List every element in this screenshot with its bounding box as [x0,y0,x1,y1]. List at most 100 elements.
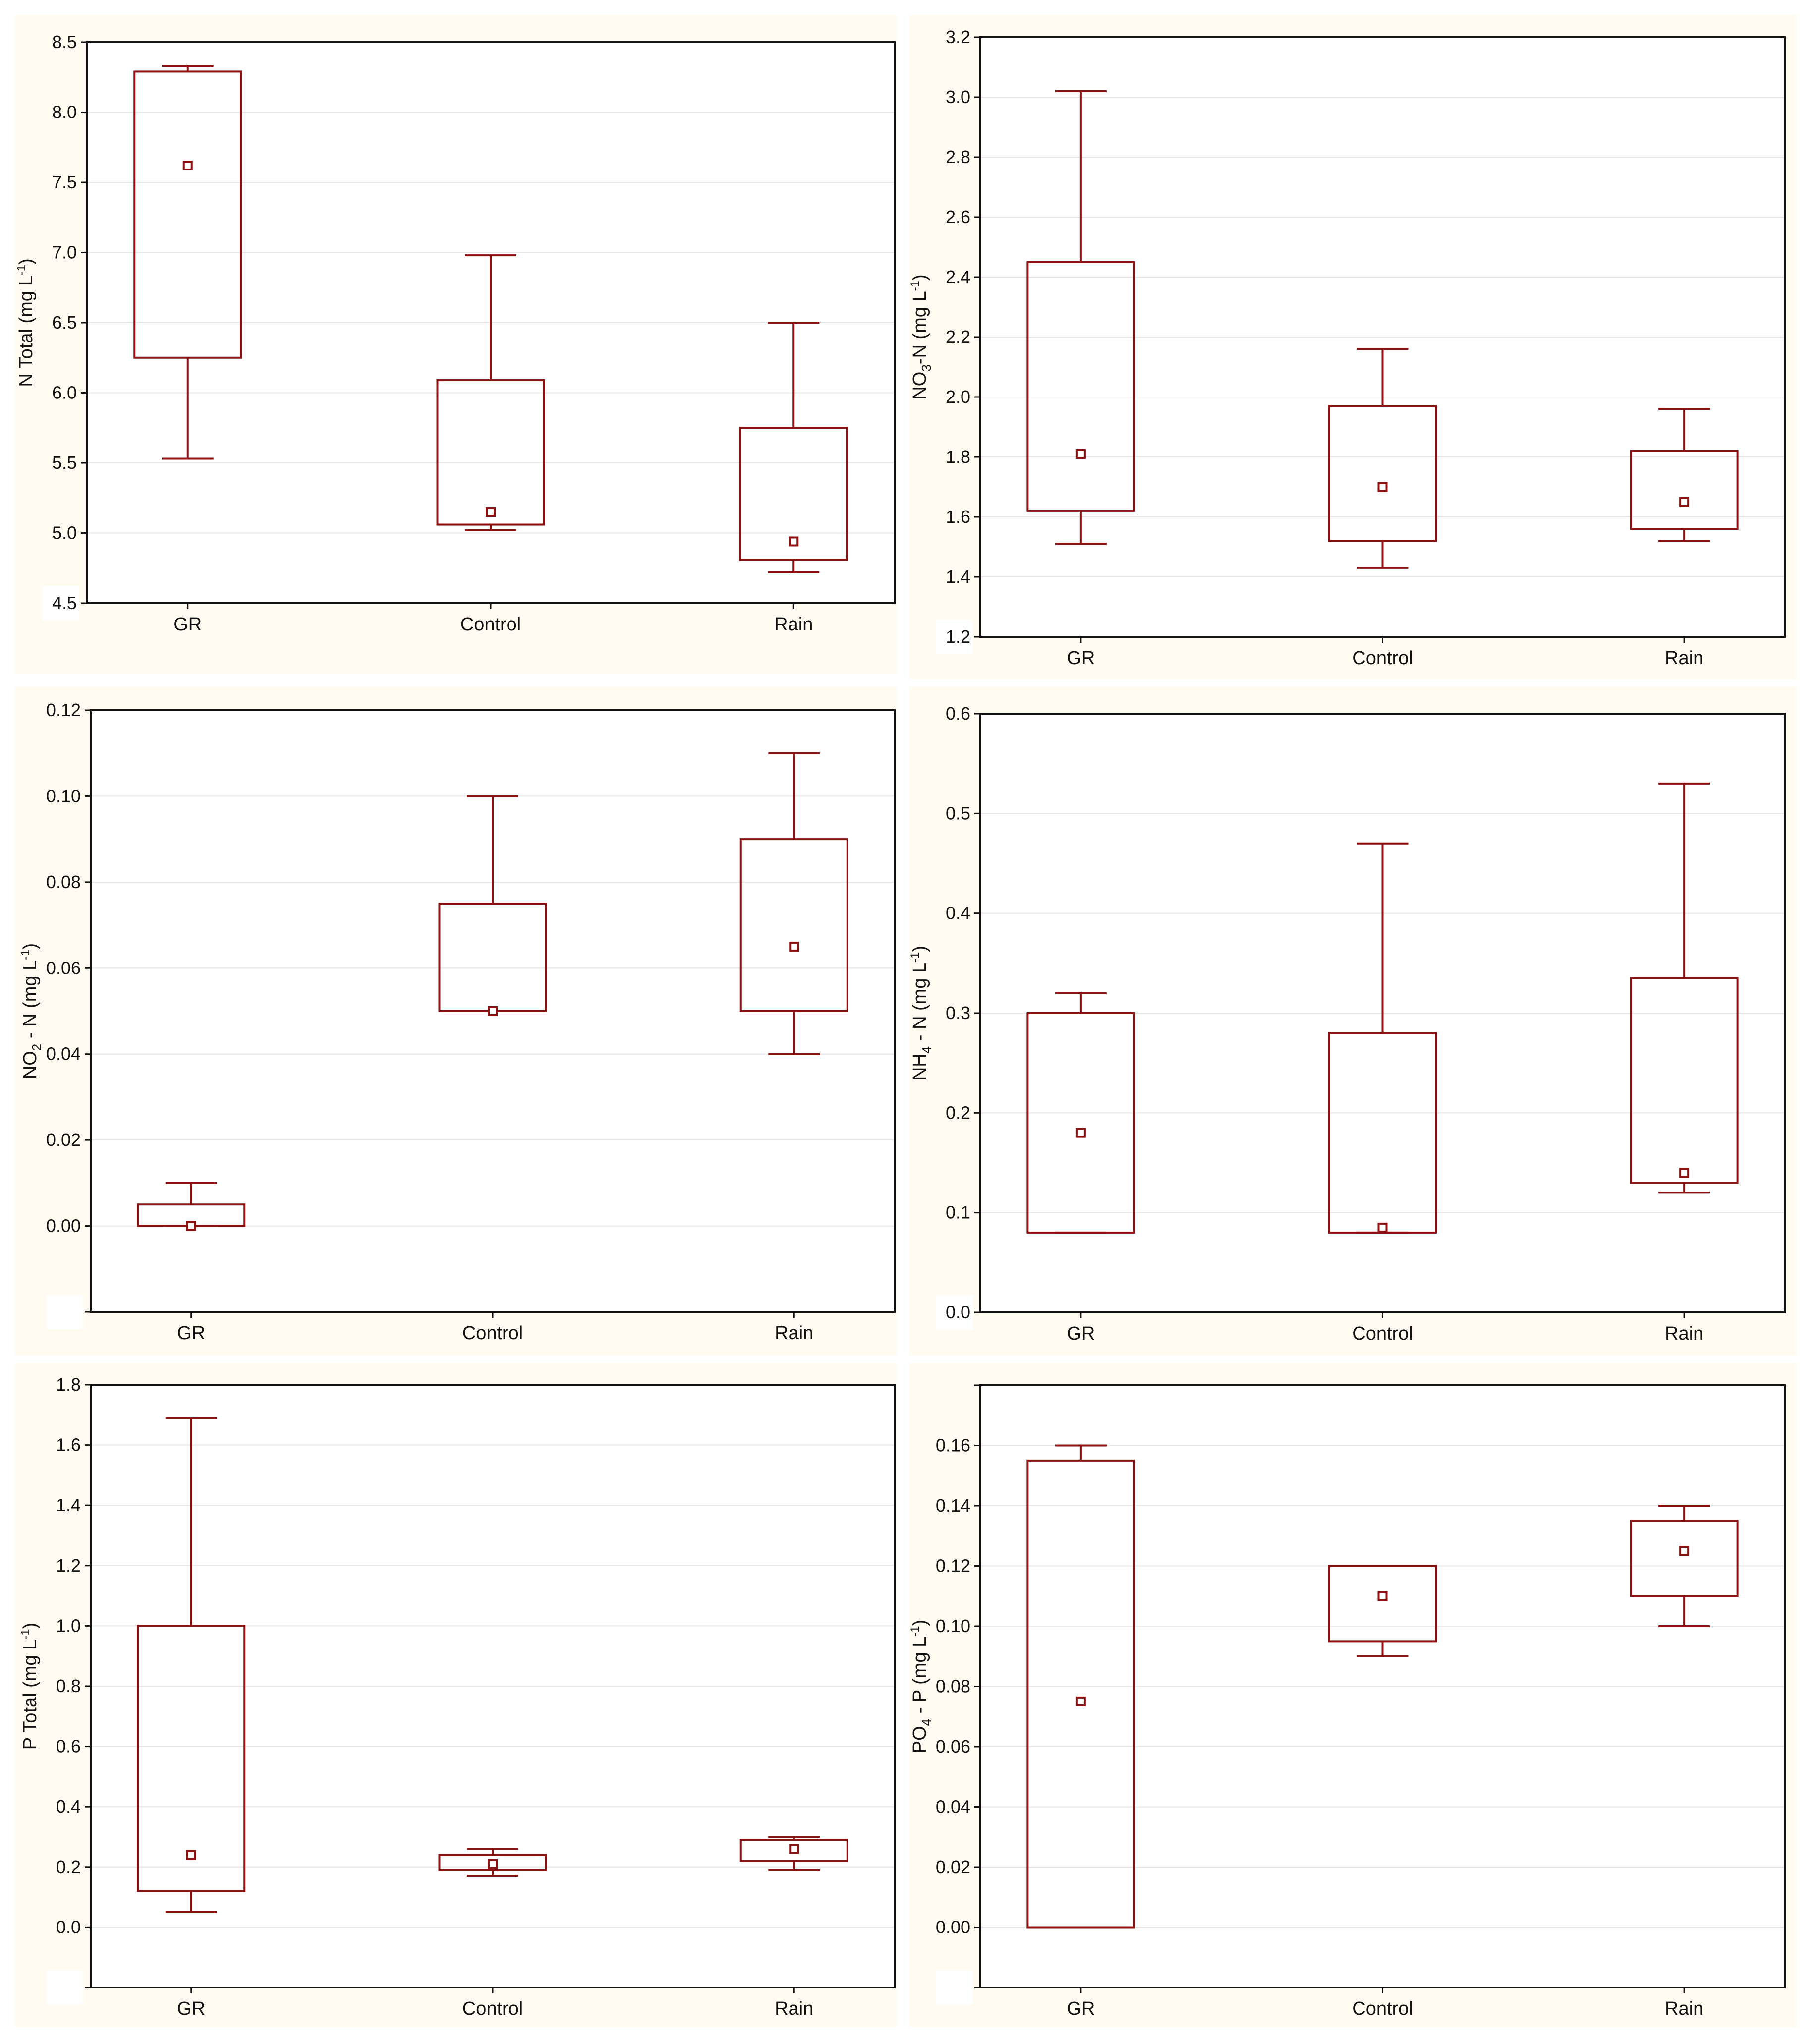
y-axis-label: NO3-N (mg L-1) [908,274,934,399]
y-tick-label: 0.08 [936,1676,970,1697]
x-category-label: GR [1067,1323,1095,1344]
median-marker [486,507,496,517]
box-Control [1328,842,1437,1234]
y-tick-label: 0.3 [946,1003,970,1023]
iqr-box [1328,1032,1437,1234]
iqr-box [1630,977,1739,1184]
y-axis-label-sup: -1 [908,1626,922,1636]
box-Rain [1630,782,1739,1194]
y-axis-label-sup: -1 [908,281,922,291]
y-tick-label: 1.6 [56,1435,81,1455]
y-axis-label-sup: -1 [908,952,922,963]
box-GR [137,1182,246,1231]
box-GR [133,65,242,460]
median-marker [1075,449,1086,459]
y-tick-label: 1.2 [946,626,970,647]
boxplot-panel-5: 0.0 0.2 0.4 0.6 0.8 1.0 1.2 1.4 1.6 1.8 GR Control R… [15,1363,897,2027]
box-GR [1026,90,1135,545]
y-tick-label: 1.0 [56,1615,81,1636]
iqr-box [438,1854,547,1871]
y-tick-label: 0.2 [56,1857,81,1877]
x-category-label: GR [177,1998,205,2019]
x-category-label: GR [177,1323,205,1344]
iqr-box [133,70,242,359]
corner-patch [46,1295,83,1329]
x-category-label: Control [1352,1998,1413,2019]
y-tick-label: 0.02 [936,1857,970,1877]
x-category-label: Rain [1665,648,1703,669]
y-tick-label: 3.2 [946,27,970,47]
y-tick-label: 0.0 [946,1302,970,1322]
median-marker [1377,1591,1388,1601]
median-marker [182,161,193,171]
y-tick-label: 1.6 [946,507,970,527]
y-tick-label: 2.6 [946,207,970,227]
box-Control [438,1848,547,1877]
y-tick-label: 0.04 [936,1797,970,1817]
iqr-box [1328,1565,1437,1643]
y-axis-label: N Total (mg L-1) [15,258,37,387]
y-axis-label-post: ) [909,946,930,952]
y-tick-label: 1.4 [56,1495,81,1515]
iqr-box [1026,1012,1135,1234]
box-GR [137,1417,246,1913]
y-tick-label: 1.8 [56,1374,81,1395]
y-tick-label: 6.0 [52,383,77,403]
boxplot-panel-4: 0.0 0.1 0.2 0.3 0.4 0.5 0.6 GR Control Rain NH4 - … [908,686,1797,1356]
x-category-label: Rain [774,614,813,635]
y-tick-label: 2.8 [946,147,970,167]
box-GR [1026,1444,1135,1929]
y-tick-label: 0.4 [946,903,970,923]
y-tick-label: 0.10 [46,786,81,806]
box-Control [436,254,545,531]
y-axis-label-mid: -N (mg L [909,291,930,364]
y-axis-label-post: ) [909,274,930,281]
x-category-label: Control [460,614,521,635]
box-Control [1328,1565,1437,1657]
median-marker [789,941,799,952]
y-tick-label: 0.08 [46,872,81,892]
median-marker [789,536,799,547]
y-tick-label: 0.12 [936,1556,970,1576]
y-tick-label: 0.5 [946,803,970,823]
box-Rain [739,1836,848,1871]
y-axis-label: P Total (mg L-1) [19,1623,41,1750]
y-axis-label-pre: P Total (mg L [20,1640,41,1750]
y-tick-label: 0.6 [946,703,970,724]
y-tick-label: 7.5 [52,172,77,192]
y-tick-label: 0.8 [56,1676,81,1696]
y-tick-label: 1.2 [56,1555,81,1576]
y-axis-label-pre: NO [20,1051,41,1079]
box-Rain [739,752,848,1055]
corner-patch [936,1295,973,1330]
x-category-label: Rain [1665,1998,1703,2019]
y-tick-label: 0.04 [46,1044,81,1064]
median-marker [488,1859,498,1869]
y-tick-label: 5.5 [52,453,77,473]
y-tick-label: 2.0 [946,387,970,407]
median-marker [186,1221,196,1231]
y-axis-label: NO2 - N (mg L-1) [19,943,44,1079]
y-axis-label-post: ) [20,943,41,950]
y-axis-label-mid: - P (mg L [909,1637,930,1719]
y-tick-label: 0.06 [936,1736,970,1757]
corner-patch [46,1970,83,2005]
y-tick-label: 6.5 [52,312,77,333]
boxplot-panel-6: 0.00 0.02 0.04 0.06 0.08 0.10 0.12 0.14 0.16 GR Co… [908,1363,1797,2027]
y-axis-label: NH4 - N (mg L-1) [908,946,934,1080]
y-axis-label-post: ) [20,1623,41,1629]
x-category-label: Rain [775,1323,813,1344]
boxplot-panel-3: 0.00 0.02 0.04 0.06 0.08 0.10 0.12 GR Control Rai… [15,686,897,1356]
y-tick-label: 4.5 [52,593,77,613]
corner-patch [936,620,973,654]
y-tick-label: 0.1 [946,1202,970,1223]
y-tick-label: 8.5 [52,32,77,52]
x-category-label: Control [462,1998,523,2019]
x-category-label: GR [173,614,202,635]
y-axis-label-pre: N Total (mg L [16,275,37,387]
y-tick-label: 0.2 [946,1102,970,1123]
y-tick-label: 5.0 [52,523,77,543]
y-axis-label-sup: -1 [19,949,32,960]
y-tick-label: 0.6 [56,1736,81,1757]
